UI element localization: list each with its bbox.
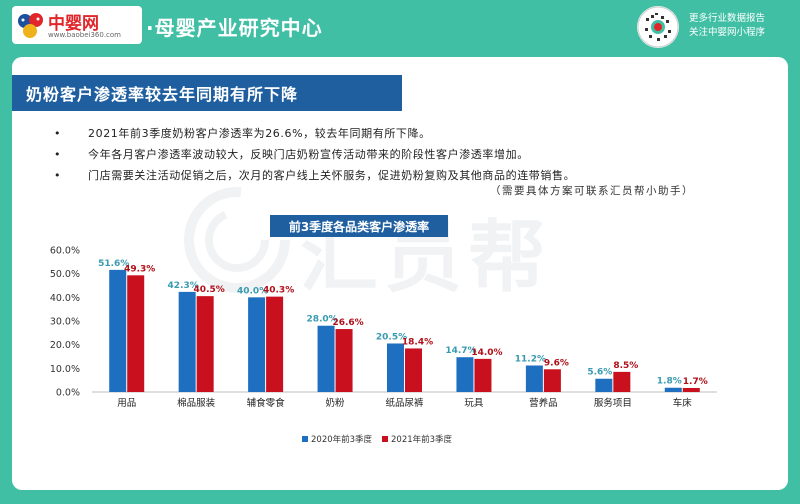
data-label: 18.4%: [402, 337, 433, 347]
x-tick-label: 辅食零食: [247, 397, 286, 409]
data-label: 5.6%: [587, 368, 612, 378]
chart-title: 前3季度各品类客户渗透率: [288, 220, 430, 234]
headline-bar: 奶粉客户渗透率较去年同期有所下降: [12, 75, 402, 111]
x-tick-label: 车床: [673, 397, 693, 409]
y-tick-label: 10.0%: [50, 364, 80, 375]
bar-2020: [178, 291, 196, 392]
top-bar: 中婴网 www.baobei360.com ·母婴产业研究中心 更多行业数据报告…: [0, 0, 800, 52]
data-label: 26.6%: [332, 318, 363, 328]
contact-note: （需要具体方案可联系汇员帮小助手）: [490, 185, 694, 197]
y-tick-label: 60.0%: [50, 246, 80, 257]
footer-brand-sub: 母婴大数据研究院: [74, 472, 163, 485]
bullet-item: 门店需要关注活动促销之后，次月的客户线上关怀服务，促进奶粉复购及其他商品的连带销…: [54, 165, 774, 186]
bar-2021: [682, 387, 700, 392]
bullet-item: 2021年前3季度奶粉客户渗透率为26.6%，较去年同期有所下降。: [54, 123, 774, 144]
brand-title: ·母婴产业研究中心: [146, 16, 323, 40]
bullet-list: 2021年前3季度奶粉客户渗透率为26.6%，较去年同期有所下降。 今年各月客户…: [54, 123, 774, 186]
bar-2020: [387, 343, 404, 392]
x-tick-label: 服务项目: [594, 397, 632, 409]
bar-chart: 0.0%10.0%20.0%30.0%40.0%50.0%60.0%51.6%4…: [50, 246, 717, 445]
logo-url: www.baobei360.com: [48, 31, 122, 39]
data-label: 14.7%: [445, 346, 476, 356]
bar-2020: [595, 378, 613, 392]
qr-code-icon: [637, 6, 679, 48]
data-label: 40.5%: [194, 285, 225, 295]
x-tick-label: 玩具: [464, 398, 484, 409]
bar-2020: [664, 387, 682, 392]
report-card: 奶粉客户渗透率较去年同期有所下降 2021年前3季度奶粉客户渗透率为26.6%，…: [12, 57, 788, 490]
follow-note: 更多行业数据报告 关注中婴网小程序: [689, 12, 765, 40]
data-label: 8.5%: [613, 361, 638, 371]
data-label: 1.7%: [683, 377, 708, 387]
bullet-item: 今年各月客户渗透率波动较大，反映门店奶粉宣传活动带来的阶段性客户渗透率增加。: [54, 144, 774, 165]
bar-2021: [543, 369, 561, 392]
data-label: 9.6%: [544, 358, 569, 368]
data-label: 1.8%: [657, 377, 682, 387]
bar-2020: [109, 269, 127, 392]
bar-2021: [266, 296, 284, 392]
data-label: 42.3%: [168, 281, 199, 291]
bar-2021: [405, 348, 422, 392]
x-tick-label: 棉品服装: [177, 397, 216, 409]
legend-swatch: [302, 436, 308, 442]
chart-title-box: 前3季度各品类客户渗透率: [270, 215, 448, 237]
bar-2020: [317, 325, 335, 392]
y-tick-label: 30.0%: [50, 317, 80, 328]
x-tick-label: 用品: [117, 398, 136, 409]
huiyuanbang-logo-icon: [14, 467, 32, 485]
bar-2021: [335, 329, 353, 392]
bar-2021: [196, 296, 214, 392]
legend-label: 2020年前3季度: [311, 434, 373, 445]
data-label: 40.3%: [263, 286, 294, 296]
data-label: 28.0%: [306, 315, 337, 325]
y-tick-label: 0.0%: [56, 388, 80, 399]
x-tick-label: 营养品: [529, 397, 558, 409]
data-label: 11.2%: [515, 354, 546, 364]
legend-swatch: [382, 436, 388, 442]
bar-2021: [613, 371, 631, 392]
footer-brand: 汇员帮母婴大数据研究院: [35, 467, 162, 486]
data-label: 20.5%: [376, 332, 407, 342]
x-tick-label: 奶粉: [326, 397, 346, 409]
y-tick-label: 20.0%: [50, 340, 80, 351]
bar-2020: [525, 365, 543, 392]
y-tick-label: 40.0%: [50, 293, 80, 304]
bar-2021: [474, 358, 492, 392]
data-label: 14.0%: [471, 348, 502, 358]
data-label: 49.3%: [124, 264, 155, 274]
x-tick-label: 纸品尿裤: [385, 397, 424, 409]
footer-brand-name: 汇员帮: [35, 471, 75, 486]
follow-note-line-1: 更多行业数据报告: [689, 13, 766, 24]
data-label: 51.6%: [98, 259, 129, 269]
bar-2020: [248, 297, 266, 392]
headline: 奶粉客户渗透率较去年同期有所下降: [26, 85, 299, 104]
logo-text: 中婴网: [48, 14, 99, 34]
follow-note-line-2: 关注中婴网小程序: [689, 27, 766, 38]
data-label: 40.0%: [237, 286, 268, 296]
zhongying-logo[interactable]: 中婴网 www.baobei360.com: [12, 6, 142, 44]
baby-face-icon: [18, 13, 43, 38]
bar-2021: [127, 275, 145, 392]
y-tick-label: 50.0%: [50, 269, 80, 280]
bar-2020: [456, 357, 474, 392]
mini-program-qr-code[interactable]: [637, 6, 679, 48]
watermark-logo-icon: [184, 187, 290, 293]
legend-label: 2021年前3季度: [391, 434, 453, 445]
